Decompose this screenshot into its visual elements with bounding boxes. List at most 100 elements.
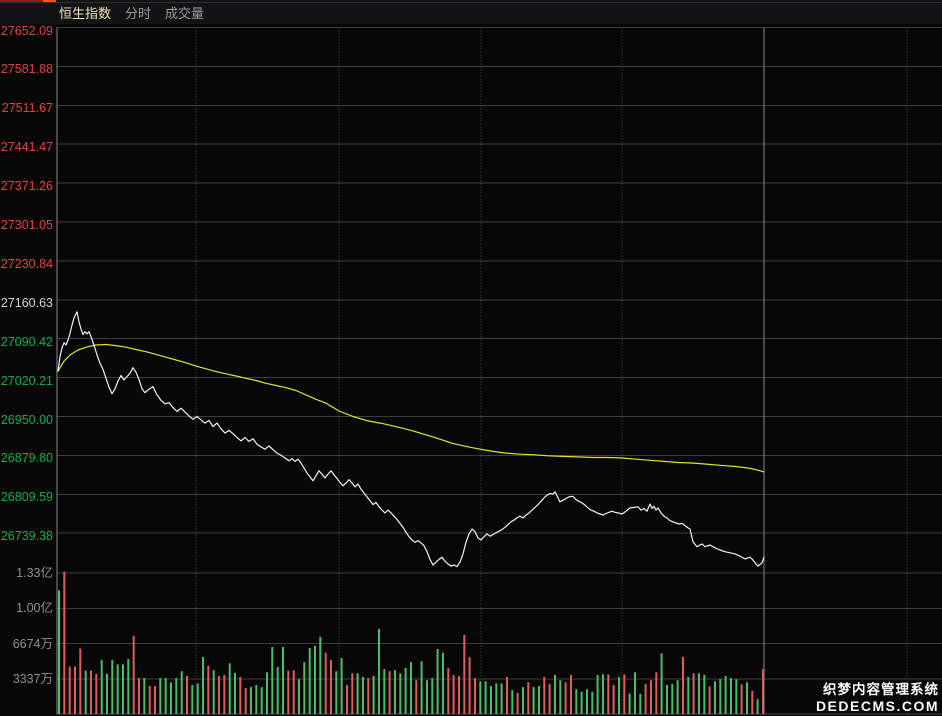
volume-bar: [255, 685, 258, 714]
volume-bar: [495, 683, 498, 714]
volume-bar: [724, 676, 727, 714]
volume-bar: [202, 657, 204, 714]
volume-bar: [340, 658, 343, 714]
volume-bar: [703, 674, 706, 714]
volume-bar: [127, 659, 130, 714]
volume-bar: [319, 636, 322, 714]
volume-bar: [292, 670, 295, 714]
volume-bar: [698, 673, 700, 714]
volume-bar: [276, 667, 279, 714]
volume-bar: [239, 677, 242, 714]
volume-bar: [250, 687, 252, 714]
volume-bar: [543, 677, 546, 714]
volume-bar: [538, 686, 540, 714]
volume-bar: [362, 677, 364, 714]
top-border-line: [0, 2, 942, 3]
volume-bar: [314, 645, 316, 714]
volume-bar: [634, 672, 636, 714]
volume-bar: [490, 686, 492, 714]
volume-bar: [111, 660, 114, 714]
volume-bar: [100, 660, 103, 714]
volume-bar: [388, 671, 391, 714]
top-strip-dark: [0, 0, 43, 2]
volume-bar: [180, 671, 183, 714]
volume-bar: [692, 673, 695, 714]
watermark-en-text: DEDECMS.COM: [815, 698, 939, 714]
volume-bar: [260, 687, 263, 714]
volume-bar: [644, 683, 647, 714]
volume-bar: [575, 689, 578, 714]
volume-bar: [410, 662, 412, 714]
volume-bar: [687, 677, 690, 714]
volume-bar: [468, 657, 471, 714]
volume-bar: [762, 669, 764, 714]
volume-bar: [602, 674, 604, 714]
volume-bar: [63, 571, 66, 714]
volume-bar: [730, 678, 732, 714]
volume-bar: [244, 688, 247, 714]
volume-bar: [554, 674, 556, 714]
volume-bar: [234, 672, 236, 714]
volume-bar: [95, 673, 98, 714]
volume-bar: [655, 672, 658, 714]
volume-bar: [170, 682, 172, 714]
volume-bar: [532, 687, 535, 714]
watermark-cn-text: 织梦内容管理系统: [823, 682, 939, 697]
volume-bar: [266, 672, 268, 714]
chart-toolbar: 恒生指数 分时 成交量: [0, 0, 942, 24]
volume-bar: [303, 662, 306, 714]
volume-bar: [516, 692, 519, 714]
volume-bar: [159, 678, 162, 714]
volume-bar: [479, 681, 482, 714]
volume-bar: [191, 685, 194, 714]
volume-bar: [548, 683, 551, 714]
volume-bar: [436, 649, 439, 714]
volume-bar: [596, 674, 599, 714]
volume-bar: [196, 683, 199, 714]
volume-bar: [116, 664, 119, 714]
price-line: [57, 311, 765, 568]
volume-bar: [58, 590, 60, 714]
volume-bar: [399, 673, 402, 714]
volume-bar: [612, 685, 615, 714]
volume-bar: [607, 674, 610, 714]
volume-bar: [426, 680, 428, 714]
volume-bar: [218, 676, 220, 714]
volume-bar: [164, 678, 167, 714]
volume-bar: [682, 657, 684, 714]
volume-bar: [735, 679, 738, 714]
tab-volume[interactable]: 成交量: [165, 5, 205, 21]
volume-bar: [186, 676, 188, 714]
volume-bar: [746, 682, 748, 714]
volume-bar: [591, 691, 594, 714]
volume-bar: [650, 680, 652, 714]
volume-bar: [74, 666, 76, 714]
volume-bar: [458, 676, 460, 714]
volume-bar: [431, 678, 434, 714]
volume-bar: [452, 674, 455, 714]
tab-intraday[interactable]: 分时: [125, 5, 152, 21]
volume-bar: [484, 681, 487, 714]
top-strip-bright: [43, 0, 56, 2]
volume-bar: [90, 670, 92, 714]
volume-bar: [372, 676, 375, 714]
average-line: [57, 343, 765, 473]
volume-bar: [447, 668, 450, 714]
volume-bar: [271, 646, 274, 714]
volume-bar: [506, 677, 508, 714]
volume-bar: [618, 677, 620, 714]
volume-bar: [154, 686, 156, 714]
volume-bar: [394, 670, 396, 714]
volume-bar: [756, 699, 759, 714]
volume-bar: [378, 629, 380, 714]
volume-bar: [143, 678, 146, 714]
tab-hang-seng-index[interactable]: 恒生指数: [59, 5, 112, 21]
volume-bar: [330, 660, 332, 714]
volume-bar: [351, 673, 354, 714]
volume-bar: [367, 678, 370, 714]
volume-bar: [228, 663, 231, 714]
volume-bar: [639, 693, 642, 714]
volume-bar: [106, 673, 108, 714]
volume-bar: [500, 683, 503, 714]
